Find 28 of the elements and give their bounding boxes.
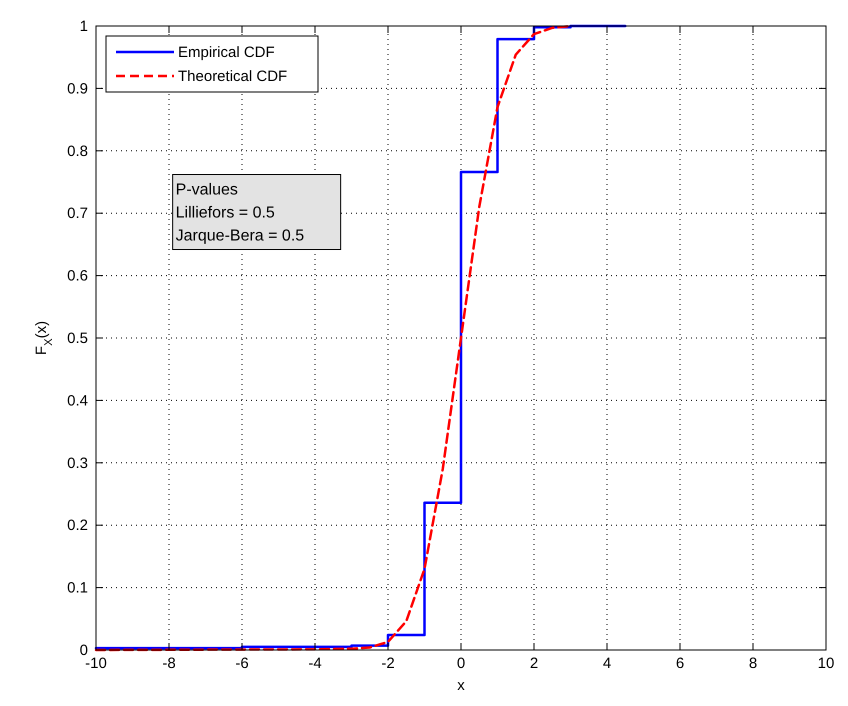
y-tick-label: 0 bbox=[80, 642, 88, 659]
x-tick-label: -2 bbox=[381, 655, 395, 672]
annotation: Lilliefors = 0.5 bbox=[176, 204, 275, 222]
legend-label: Empirical CDF bbox=[178, 44, 275, 61]
y-tick-label: 0.8 bbox=[67, 142, 88, 160]
y-tick-label: 1 bbox=[80, 18, 88, 35]
legend-label: Theoretical CDF bbox=[178, 68, 288, 85]
x-tick-label: 8 bbox=[748, 655, 758, 672]
x-tick-label: -10 bbox=[85, 655, 107, 672]
annotation: Jarque-Bera = 0.5 bbox=[176, 228, 304, 245]
x-tick-label: 10 bbox=[818, 655, 834, 672]
x-tick-label: 0 bbox=[456, 655, 466, 672]
y-tick-label: 0.1 bbox=[67, 580, 88, 597]
x-tick-label: -6 bbox=[235, 655, 249, 672]
y-tick-label: 0.5 bbox=[67, 330, 88, 347]
y-tick-label: 0.9 bbox=[67, 80, 88, 98]
annotation: P-values bbox=[176, 182, 238, 199]
y-tick-label: 0.2 bbox=[67, 517, 88, 534]
y-tick-label: 0.6 bbox=[67, 268, 88, 285]
x-tick-label: 2 bbox=[530, 655, 538, 672]
y-tick-label: 0.7 bbox=[67, 205, 88, 222]
y-tick-label: 0.4 bbox=[67, 392, 88, 410]
x-tick-label: 4 bbox=[602, 655, 612, 672]
x-tick-label: -8 bbox=[162, 655, 176, 672]
x-tick-label: -4 bbox=[308, 655, 322, 672]
x-axis-title: x bbox=[457, 677, 466, 694]
x-tick-label: 6 bbox=[676, 655, 684, 672]
y-tick-label: 0.3 bbox=[67, 454, 88, 472]
